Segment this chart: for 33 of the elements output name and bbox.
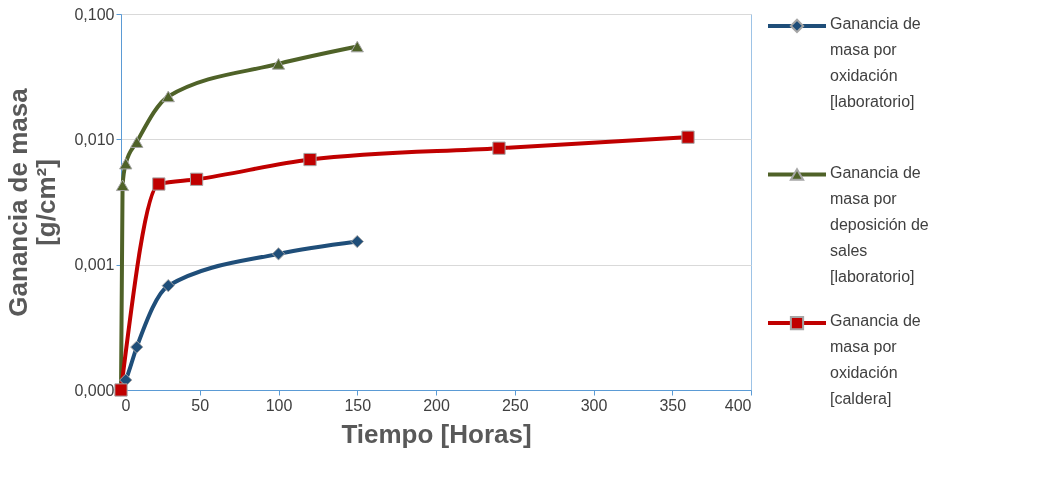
- y-tick-label: 0,100: [74, 5, 115, 23]
- point: [189, 172, 204, 186]
- x-tick-label: 150: [344, 396, 372, 414]
- point: [161, 279, 175, 293]
- x-axis-title: Tiempo [Horas]: [341, 418, 532, 449]
- legend-label: Ganancia de masa por oxidación [laboratorio]: [830, 14, 921, 110]
- point: [492, 141, 506, 155]
- y-tick-label: 0,010: [74, 130, 115, 148]
- point: [350, 234, 364, 249]
- point: [119, 157, 133, 170]
- y-axis-title: Ganancia de masa [g/cm²]: [3, 87, 62, 317]
- y-tick-label: 0,001: [74, 256, 115, 274]
- x-tick-label: 0: [121, 396, 131, 414]
- point: [115, 179, 130, 192]
- point: [350, 40, 364, 53]
- point: [130, 340, 144, 354]
- point: [681, 130, 695, 144]
- x-tick-label: 400: [724, 396, 752, 414]
- x-tick-label: 100: [265, 396, 293, 414]
- point: [130, 136, 144, 148]
- y-tick-label: 0,000: [74, 381, 115, 399]
- x-tick-label: 250: [501, 396, 529, 414]
- point: [303, 152, 317, 167]
- x-tick-label: 350: [659, 396, 687, 414]
- point: [152, 177, 166, 191]
- point: [271, 58, 286, 70]
- legend-label: Ganancia de masa por deposición de sales [laboratorio]: [830, 163, 929, 285]
- legend-label: Ganancia de masa por oxidación [caldera]: [830, 312, 921, 408]
- point: [161, 90, 175, 103]
- point: [271, 247, 286, 261]
- x-tick-label: 50: [191, 396, 210, 414]
- x-tick-label: 300: [580, 396, 608, 414]
- x-tick-label: 200: [423, 396, 450, 414]
